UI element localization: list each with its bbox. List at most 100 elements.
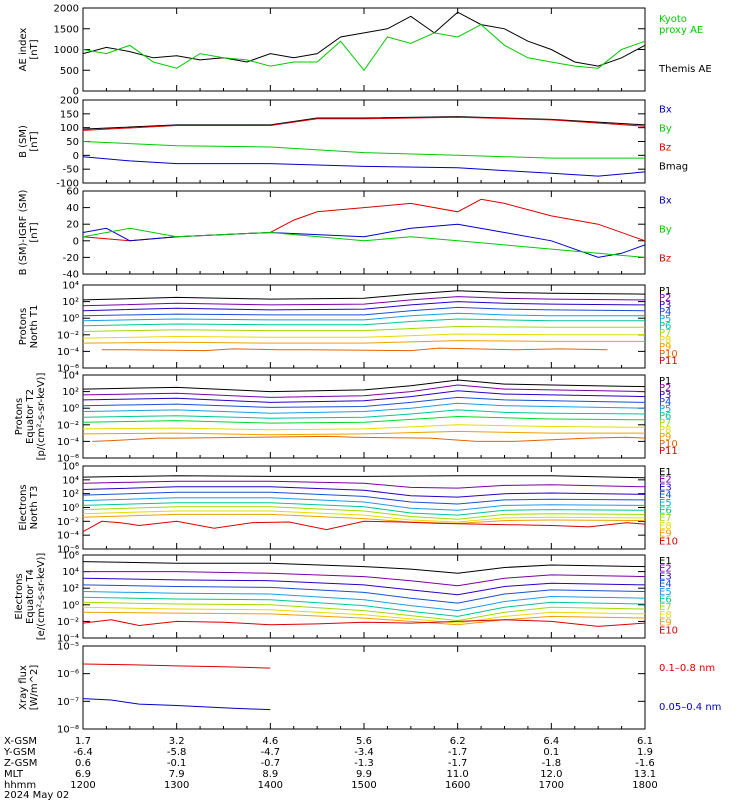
panel-1: 0 500 1000 1500 2000 AE index[nT] Kyoto proxy A… <box>18 4 712 98</box>
legend-label: P1 <box>659 376 671 387</box>
legend-label-line: By <box>659 123 672 134</box>
y-axis-label: ProtonsEquator T2[p/(cm²-s-sr-keV)] <box>14 373 47 461</box>
series-line-8 <box>83 606 645 624</box>
series-line-1 <box>83 116 645 130</box>
footer-time: 1300 <box>164 780 189 791</box>
legend-label-line: E6 <box>659 506 672 517</box>
series-line-4 <box>83 491 645 505</box>
legend-label: P6 <box>659 321 671 332</box>
y-tick-label: 10⁴ <box>62 475 79 486</box>
panel-frame <box>82 190 646 275</box>
y-tick-label: 10⁻² <box>57 420 79 431</box>
legend-label: P6 <box>659 411 671 422</box>
footer-value: 12.0 <box>540 769 562 780</box>
footer-value: 3.2 <box>169 736 185 747</box>
y-axis-label-line: Equator T2 <box>25 389 36 444</box>
y-tick-label: 1000 <box>54 45 79 56</box>
y-axis-label: Xray flux[W/m^2] <box>18 665 40 711</box>
panel-3: -40 -20 0 20 40 60 B (SM)-IGRF (SM)[nT] Bx By Bz <box>18 187 672 281</box>
y-axis-label-line: Protons <box>18 308 29 345</box>
legend-label-line: P2 <box>659 383 671 394</box>
footer-time: 1400 <box>258 780 283 791</box>
y-tick-label: 500 <box>60 66 79 77</box>
panel-8: 10⁻⁸ 10⁻⁷ 10⁻⁶ 10⁻⁵ Xray flux[W/m^2] 0.1–0.8 … <box>18 642 721 736</box>
legend-label-line: P10 <box>659 439 678 450</box>
series-line-1 <box>83 561 645 574</box>
legend-label-line: 0.05–0.4 nm <box>659 702 721 713</box>
y-tick-label: 40 <box>66 203 79 214</box>
footer-time: 1500 <box>351 780 376 791</box>
y-tick-label: 200 <box>60 96 79 107</box>
y-tick-label: 10² <box>62 387 79 398</box>
series-line-3 <box>83 301 645 312</box>
series-line-2 <box>83 23 645 72</box>
footer-time: 1800 <box>632 780 657 791</box>
panel-5: 10⁻⁶ 10⁻⁴ 10⁻² 10⁰ 10² 10⁴ ProtonsEquator T2[p… <box>14 371 678 465</box>
y-axis-label-line: B (SM)-IGRF (SM) <box>18 190 29 276</box>
legend-label-line: E3 <box>659 482 672 493</box>
y-tick-label: 10⁴ <box>62 371 79 382</box>
legend-label: E4 <box>659 490 672 501</box>
legend-label-line: P11 <box>659 446 678 457</box>
series-line-9 <box>83 611 645 626</box>
series-line-9 <box>83 430 645 436</box>
y-axis-label-line: [e/(cm²-s-sr-keV)] <box>36 553 47 641</box>
legend-label: E8 <box>659 521 672 532</box>
legend-label: E1 <box>659 556 672 567</box>
legend-label-line: E2 <box>659 564 672 575</box>
legend-label-line: Bx <box>659 104 672 115</box>
legend-label-line: P9 <box>659 342 671 353</box>
legend-label-line: E5 <box>659 587 672 598</box>
legend-label: E3 <box>659 482 672 493</box>
legend-label: P7 <box>659 328 671 339</box>
footer-value: 4.6 <box>262 736 278 747</box>
series-line-5 <box>83 497 645 511</box>
y-tick-label: 10⁻⁶ <box>57 545 79 556</box>
y-axis-label: ElectronsEquator T4[e/(cm²-s-sr-keV)] <box>14 553 47 641</box>
legend-label-line: E9 <box>659 618 672 629</box>
y-tick-label: 50 <box>66 137 79 148</box>
series-line-10 <box>92 435 645 442</box>
panel-2: -100 -50 0 50 100 150 200 B (SM)[nT] Bx By Bz Bmag <box>18 96 688 190</box>
legend-label-line: P11 <box>659 356 678 367</box>
legend-label-line: E10 <box>659 625 678 636</box>
legend-label: P1 <box>659 286 671 297</box>
legend-label-line: P1 <box>659 286 671 297</box>
panel-frame <box>82 645 646 730</box>
y-tick-label: 0 <box>73 236 79 247</box>
panel-7: 10⁻⁴ 10⁻² 10⁰ 10² 10⁴ 10⁶ ElectronsEquator T4[… <box>14 551 678 645</box>
legend-label-line: E10 <box>659 536 678 547</box>
footer-value: -0.1 <box>167 758 187 769</box>
footer-value: 1.9 <box>637 747 653 758</box>
series-line-9 <box>83 340 645 344</box>
footer-value: -1.8 <box>542 758 562 769</box>
series-line-3 <box>83 390 645 403</box>
footer-value: 6.1 <box>637 736 653 747</box>
legend-label: E2 <box>659 564 672 575</box>
legend-label: 0.1–0.8 nm <box>659 663 715 674</box>
y-axis-label-line: B (SM) <box>18 125 29 158</box>
legend-label-line: Bx <box>659 195 672 206</box>
series-line-5 <box>83 402 645 414</box>
y-tick-label: 150 <box>60 109 79 120</box>
footer-value: -3.4 <box>354 747 374 758</box>
legend-label: P7 <box>659 418 671 429</box>
y-axis-label-line: Xray flux <box>18 665 29 710</box>
y-tick-label: -20 <box>63 253 79 264</box>
legend-label: Bx <box>659 104 672 115</box>
footer-value: 8.9 <box>262 769 278 780</box>
series-line-7 <box>83 325 645 332</box>
y-axis-label: ElectronsNorth T3 <box>18 484 40 530</box>
y-tick-label: -50 <box>63 165 79 176</box>
legend-label: E4 <box>659 579 672 590</box>
y-tick-label: 10⁻⁴ <box>57 347 79 358</box>
legend-label: E10 <box>659 625 678 636</box>
y-tick-label: 10⁶ <box>62 551 79 562</box>
footer-value: 0.1 <box>543 747 559 758</box>
legend-label-line: proxy AE <box>659 25 703 36</box>
footer-value: -1.6 <box>635 758 655 769</box>
series-line-2 <box>83 384 645 398</box>
y-tick-label: 10⁰ <box>62 503 79 514</box>
series-line-2 <box>83 571 645 587</box>
legend-label: E9 <box>659 529 672 540</box>
